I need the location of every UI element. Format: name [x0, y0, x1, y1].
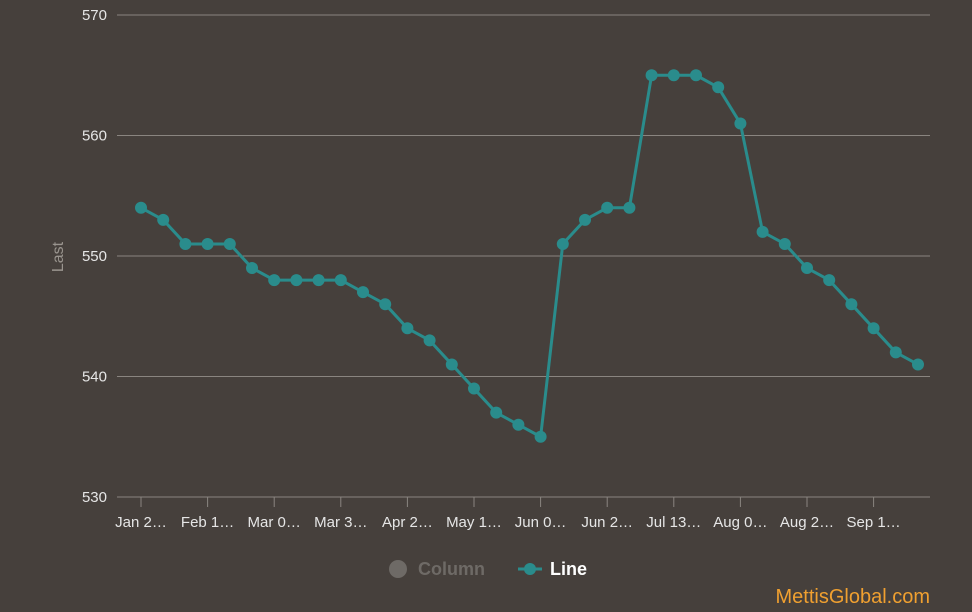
- data-point[interactable]: [556, 237, 569, 250]
- y-tick-label: 540: [82, 369, 107, 386]
- data-point[interactable]: [712, 81, 725, 94]
- legend-column-marker: [389, 560, 407, 578]
- x-tick-label: Jan 2…: [115, 514, 167, 531]
- data-point[interactable]: [246, 262, 258, 275]
- data-point[interactable]: [290, 274, 303, 287]
- data-point[interactable]: [756, 225, 769, 238]
- data-point[interactable]: [401, 322, 414, 335]
- data-point[interactable]: [534, 430, 547, 443]
- y-axis-ticks: 530 540 550 560 570: [82, 7, 107, 506]
- x-tick-label: Jul 13…: [646, 514, 701, 531]
- data-point[interactable]: [445, 358, 458, 371]
- x-tick-label: May 1…: [446, 514, 502, 531]
- data-point[interactable]: [357, 286, 369, 299]
- data-point[interactable]: [645, 69, 658, 82]
- legend-item-line[interactable]: Line: [518, 559, 587, 579]
- data-point[interactable]: [179, 237, 192, 250]
- x-tick-label: Jun 2…: [581, 514, 633, 531]
- x-axis-ticks: Jan 2… Feb 1… Mar 0… Mar 3… Apr 2… May 1… Jun …: [115, 497, 901, 531]
- data-point[interactable]: [157, 213, 170, 226]
- y-axis-label: Last: [50, 241, 67, 272]
- x-tick-label: Aug 0…: [713, 514, 767, 531]
- data-point[interactable]: [334, 274, 347, 287]
- data-point[interactable]: [801, 262, 813, 275]
- data-point[interactable]: [512, 418, 525, 431]
- data-point[interactable]: [135, 201, 147, 214]
- gridlines: [117, 14, 930, 498]
- x-tick-label: Feb 1…: [181, 514, 234, 531]
- legend-line-marker: [524, 563, 536, 575]
- data-point[interactable]: [379, 298, 392, 311]
- x-tick-label: Aug 2…: [780, 514, 834, 531]
- watermark: MettisGlobal.com: [775, 586, 931, 608]
- data-point[interactable]: [223, 237, 236, 250]
- data-point[interactable]: [823, 274, 836, 287]
- x-tick-label: Mar 0…: [248, 514, 301, 531]
- y-tick-label: 550: [82, 248, 107, 265]
- data-point[interactable]: [690, 69, 702, 82]
- x-tick-label: Sep 1…: [846, 514, 900, 531]
- data-point[interactable]: [490, 406, 503, 419]
- data-point[interactable]: [889, 346, 902, 359]
- data-point[interactable]: [845, 298, 858, 311]
- data-point[interactable]: [623, 201, 636, 214]
- y-tick-label: 560: [82, 128, 107, 145]
- data-point[interactable]: [579, 213, 591, 226]
- series-line-group: [135, 69, 924, 443]
- data-point[interactable]: [312, 274, 325, 287]
- legend-column-label: Column: [418, 559, 485, 579]
- data-point[interactable]: [667, 69, 680, 82]
- data-point[interactable]: [778, 237, 791, 250]
- data-point[interactable]: [867, 322, 880, 335]
- legend: Column Line: [389, 559, 587, 579]
- data-point[interactable]: [601, 201, 614, 214]
- data-point[interactable]: [423, 334, 436, 347]
- x-tick-label: Mar 3…: [314, 514, 367, 531]
- legend-item-column[interactable]: Column: [389, 559, 485, 579]
- data-point[interactable]: [912, 358, 924, 371]
- y-tick-label: 570: [82, 7, 107, 24]
- y-tick-label: 530: [82, 489, 107, 506]
- x-tick-label: Jun 0…: [515, 514, 567, 531]
- x-tick-label: Apr 2…: [382, 514, 433, 531]
- data-point[interactable]: [468, 382, 480, 395]
- data-point[interactable]: [201, 237, 214, 250]
- data-point[interactable]: [268, 274, 281, 287]
- legend-line-label: Line: [550, 559, 587, 579]
- data-point[interactable]: [734, 117, 747, 130]
